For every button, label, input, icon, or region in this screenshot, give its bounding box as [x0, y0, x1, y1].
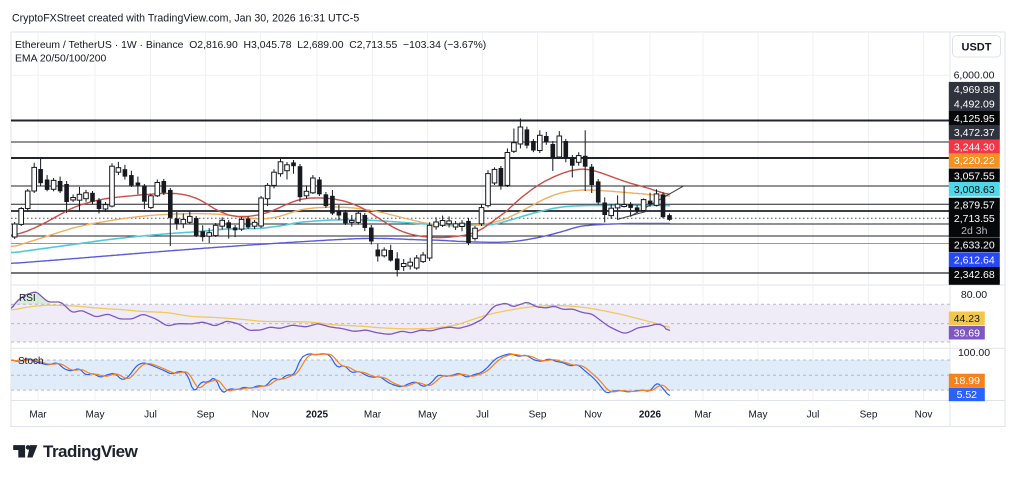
svg-text:6,000.00: 6,000.00 — [954, 70, 995, 82]
svg-text:May: May — [86, 410, 105, 421]
svg-text:May: May — [418, 410, 437, 421]
svg-text:USDT: USDT — [962, 42, 992, 54]
svg-text:Ethereum / TetherUS · 1W · Bin: Ethereum / TetherUS · 1W · Binance O2,81… — [15, 40, 486, 51]
svg-text:4,969.88: 4,969.88 — [954, 84, 995, 96]
svg-text:2d 3h: 2d 3h — [961, 225, 987, 237]
svg-text:3,008.63: 3,008.63 — [954, 184, 995, 196]
svg-text:Stoch: Stoch — [18, 356, 44, 367]
svg-text:May: May — [749, 410, 768, 421]
svg-text:Nov: Nov — [584, 410, 602, 421]
svg-text:4,125.95: 4,125.95 — [954, 113, 995, 125]
svg-text:RSI: RSI — [19, 293, 36, 304]
svg-text:80.00: 80.00 — [961, 289, 987, 301]
svg-text:Mar: Mar — [364, 410, 382, 421]
svg-text:Sep: Sep — [197, 410, 215, 421]
svg-text:Mar: Mar — [694, 410, 712, 421]
svg-text:3,244.30: 3,244.30 — [954, 141, 995, 153]
svg-text:3,220.22: 3,220.22 — [954, 155, 995, 167]
svg-text:2,612.64: 2,612.64 — [954, 254, 995, 266]
svg-text:2,633.20: 2,633.20 — [954, 240, 995, 252]
svg-text:100.00: 100.00 — [958, 347, 990, 359]
svg-text:2,713.55: 2,713.55 — [954, 213, 995, 225]
svg-text:5.52: 5.52 — [957, 389, 978, 401]
svg-text:Nov: Nov — [915, 410, 933, 421]
svg-text:2026: 2026 — [639, 410, 662, 421]
svg-text:2,342.68: 2,342.68 — [954, 269, 995, 281]
svg-text:Nov: Nov — [252, 410, 270, 421]
svg-text:3,472.37: 3,472.37 — [954, 127, 995, 139]
svg-text:2025: 2025 — [306, 410, 329, 421]
svg-text:Jul: Jul — [144, 410, 157, 421]
svg-text:44.23: 44.23 — [954, 313, 980, 325]
svg-text:Jul: Jul — [807, 410, 820, 421]
svg-text:EMA 20/50/100/200: EMA 20/50/100/200 — [15, 54, 106, 65]
svg-text:TradingView: TradingView — [43, 442, 139, 461]
svg-text:CryptoFXStreet created with Tr: CryptoFXStreet created with TradingView.… — [12, 13, 359, 25]
svg-text:2,879.57: 2,879.57 — [954, 200, 995, 212]
svg-text:Mar: Mar — [29, 410, 47, 421]
svg-text:18.99: 18.99 — [954, 375, 980, 387]
svg-text:39.69: 39.69 — [954, 327, 980, 339]
svg-text:Jul: Jul — [476, 410, 489, 421]
svg-text:3,057.55: 3,057.55 — [954, 171, 995, 183]
svg-text:4,492.09: 4,492.09 — [954, 99, 995, 111]
svg-text:Sep: Sep — [529, 410, 547, 421]
svg-text:Sep: Sep — [860, 410, 878, 421]
